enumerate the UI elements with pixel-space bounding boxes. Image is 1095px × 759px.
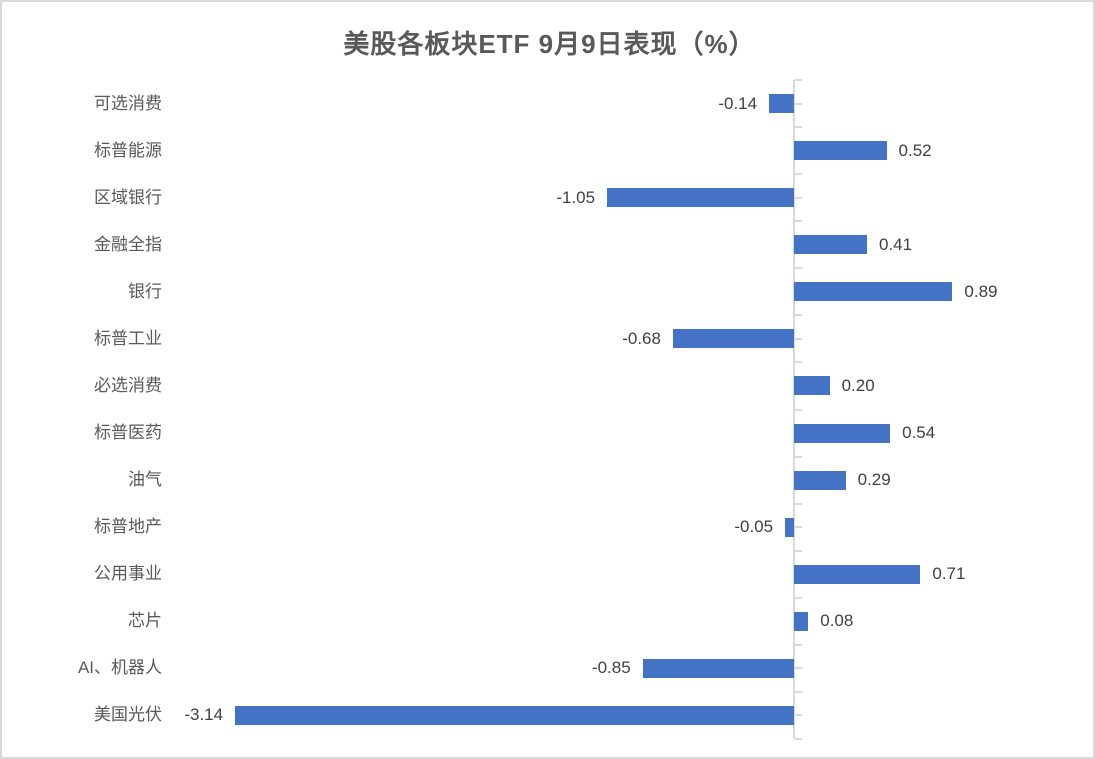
bar bbox=[769, 94, 794, 114]
bar bbox=[794, 376, 830, 396]
category-label: 标普能源 bbox=[94, 140, 162, 160]
value-label: 0.89 bbox=[964, 281, 998, 301]
category-label: 银行 bbox=[128, 281, 162, 301]
value-label: -0.68 bbox=[622, 328, 661, 348]
bar bbox=[794, 564, 921, 584]
axis-tick bbox=[795, 408, 802, 411]
value-label: -0.05 bbox=[734, 517, 774, 537]
axis-tick bbox=[795, 714, 802, 717]
axis-tick bbox=[795, 337, 802, 340]
category-label: 必选消费 bbox=[94, 375, 162, 395]
axis-tick bbox=[795, 267, 802, 270]
category-label: 美国光伏 bbox=[94, 705, 162, 725]
axis-tick bbox=[795, 549, 802, 552]
axis-tick bbox=[795, 455, 802, 458]
bar bbox=[794, 611, 809, 631]
category-label: 油气 bbox=[128, 470, 162, 490]
axis-tick bbox=[795, 361, 802, 364]
bar bbox=[672, 329, 794, 349]
axis-tick bbox=[795, 126, 802, 129]
bar bbox=[794, 235, 867, 255]
bar bbox=[607, 188, 794, 208]
category-label: 可选消费 bbox=[94, 93, 162, 113]
value-label: 0.54 bbox=[902, 423, 936, 443]
value-label: 0.20 bbox=[841, 375, 875, 395]
axis-tick bbox=[795, 667, 802, 670]
axis-tick bbox=[795, 79, 802, 81]
bar bbox=[785, 517, 794, 537]
bar bbox=[794, 423, 891, 443]
category-label: AI、机器人 bbox=[77, 658, 162, 678]
category-label: 公用事业 bbox=[94, 564, 162, 584]
axis-tick bbox=[795, 526, 802, 529]
value-label: 0.41 bbox=[878, 234, 913, 254]
axis-tick bbox=[795, 738, 802, 740]
axis-tick bbox=[795, 502, 802, 505]
axis-tick bbox=[795, 690, 802, 693]
axis-tick bbox=[795, 643, 802, 646]
bar bbox=[642, 658, 794, 678]
category-label: 标普工业 bbox=[94, 328, 162, 348]
category-label: 标普医药 bbox=[94, 423, 162, 443]
value-label: 0.52 bbox=[898, 140, 932, 160]
zero-axis-line bbox=[793, 80, 795, 739]
value-label: 0.29 bbox=[857, 470, 891, 490]
axis-tick bbox=[795, 102, 802, 105]
value-label: 0.71 bbox=[932, 564, 966, 584]
category-label: 芯片 bbox=[128, 611, 162, 631]
value-label: -1.05 bbox=[556, 187, 596, 207]
axis-tick bbox=[795, 196, 802, 199]
chart-title: 美股各板块ETF 9月9日表现（%） bbox=[343, 29, 756, 59]
axis-tick bbox=[795, 220, 802, 223]
bar bbox=[235, 705, 794, 725]
value-label: -0.14 bbox=[718, 93, 758, 113]
value-label: -0.85 bbox=[591, 658, 631, 678]
axis-tick bbox=[795, 173, 802, 176]
axis-tick bbox=[795, 314, 802, 317]
bar bbox=[794, 470, 846, 490]
value-label: 0.08 bbox=[820, 611, 854, 631]
category-label: 标普地产 bbox=[94, 517, 162, 537]
axis-tick bbox=[795, 596, 802, 599]
bar bbox=[794, 282, 953, 302]
category-label: 区域银行 bbox=[94, 187, 162, 207]
category-label: 金融全指 bbox=[94, 234, 162, 254]
bar bbox=[794, 141, 887, 161]
value-label: -3.14 bbox=[184, 705, 224, 725]
